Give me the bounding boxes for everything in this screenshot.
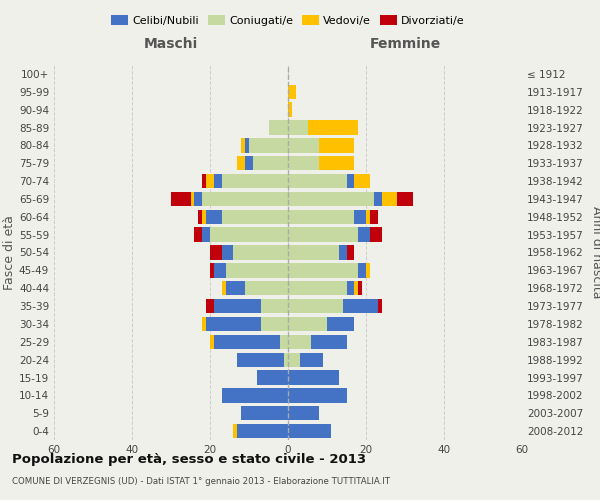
- Bar: [288, 299, 343, 313]
- Bar: [288, 102, 292, 117]
- Bar: [370, 210, 378, 224]
- Bar: [202, 192, 288, 206]
- Bar: [288, 281, 347, 295]
- Y-axis label: Anni di nascita: Anni di nascita: [590, 206, 600, 298]
- Bar: [222, 210, 288, 224]
- Bar: [288, 120, 308, 134]
- Bar: [347, 246, 354, 260]
- Bar: [171, 192, 191, 206]
- Bar: [222, 281, 226, 295]
- Bar: [327, 317, 354, 331]
- Bar: [370, 228, 382, 242]
- Bar: [245, 156, 253, 170]
- Bar: [253, 156, 288, 170]
- Bar: [288, 156, 319, 170]
- Bar: [210, 334, 214, 349]
- Bar: [358, 281, 362, 295]
- Bar: [288, 388, 347, 402]
- Bar: [288, 228, 358, 242]
- Bar: [319, 138, 354, 152]
- Bar: [210, 263, 214, 278]
- Bar: [288, 424, 331, 438]
- Y-axis label: Fasce di età: Fasce di età: [3, 215, 16, 290]
- Bar: [378, 299, 382, 313]
- Text: Maschi: Maschi: [144, 36, 198, 51]
- Bar: [358, 228, 370, 242]
- Bar: [347, 174, 354, 188]
- Bar: [226, 263, 288, 278]
- Bar: [202, 174, 206, 188]
- Bar: [238, 424, 288, 438]
- Bar: [288, 406, 319, 420]
- Bar: [284, 352, 288, 367]
- Bar: [233, 424, 238, 438]
- Bar: [260, 317, 288, 331]
- Bar: [249, 138, 288, 152]
- Bar: [288, 192, 374, 206]
- Bar: [308, 120, 358, 134]
- Bar: [288, 352, 300, 367]
- Bar: [202, 228, 210, 242]
- Bar: [210, 228, 288, 242]
- Bar: [311, 334, 347, 349]
- Bar: [338, 246, 347, 260]
- Bar: [222, 246, 233, 260]
- Bar: [354, 210, 366, 224]
- Bar: [269, 120, 288, 134]
- Bar: [358, 263, 366, 278]
- Bar: [222, 388, 288, 402]
- Bar: [245, 281, 288, 295]
- Bar: [191, 192, 194, 206]
- Bar: [241, 138, 245, 152]
- Bar: [374, 192, 382, 206]
- Bar: [206, 210, 222, 224]
- Bar: [280, 334, 288, 349]
- Bar: [233, 246, 288, 260]
- Bar: [288, 263, 358, 278]
- Text: Femmine: Femmine: [370, 36, 440, 51]
- Bar: [382, 192, 397, 206]
- Bar: [343, 299, 378, 313]
- Bar: [214, 299, 260, 313]
- Bar: [222, 174, 288, 188]
- Bar: [245, 138, 249, 152]
- Bar: [288, 174, 347, 188]
- Bar: [260, 299, 288, 313]
- Bar: [214, 263, 226, 278]
- Bar: [366, 210, 370, 224]
- Bar: [194, 192, 202, 206]
- Bar: [366, 263, 370, 278]
- Bar: [397, 192, 413, 206]
- Text: COMUNE DI VERZEGNIS (UD) - Dati ISTAT 1° gennaio 2013 - Elaborazione TUTTITALIA.: COMUNE DI VERZEGNIS (UD) - Dati ISTAT 1°…: [12, 478, 390, 486]
- Bar: [226, 281, 245, 295]
- Bar: [214, 174, 222, 188]
- Legend: Celibi/Nubili, Coniugati/e, Vedovi/e, Divorziati/e: Celibi/Nubili, Coniugati/e, Vedovi/e, Di…: [107, 10, 469, 30]
- Bar: [206, 299, 214, 313]
- Bar: [354, 174, 370, 188]
- Bar: [347, 281, 354, 295]
- Bar: [238, 352, 284, 367]
- Bar: [206, 317, 260, 331]
- Bar: [288, 317, 327, 331]
- Bar: [288, 138, 319, 152]
- Bar: [214, 334, 280, 349]
- Bar: [354, 281, 358, 295]
- Bar: [210, 246, 222, 260]
- Bar: [241, 406, 288, 420]
- Bar: [288, 84, 296, 99]
- Bar: [300, 352, 323, 367]
- Bar: [238, 156, 245, 170]
- Bar: [288, 370, 338, 384]
- Bar: [319, 156, 354, 170]
- Bar: [288, 246, 338, 260]
- Bar: [288, 210, 354, 224]
- Bar: [198, 210, 202, 224]
- Bar: [202, 210, 206, 224]
- Bar: [202, 317, 206, 331]
- Bar: [194, 228, 202, 242]
- Bar: [206, 174, 214, 188]
- Bar: [288, 334, 311, 349]
- Bar: [257, 370, 288, 384]
- Text: Popolazione per età, sesso e stato civile - 2013: Popolazione per età, sesso e stato civil…: [12, 452, 366, 466]
